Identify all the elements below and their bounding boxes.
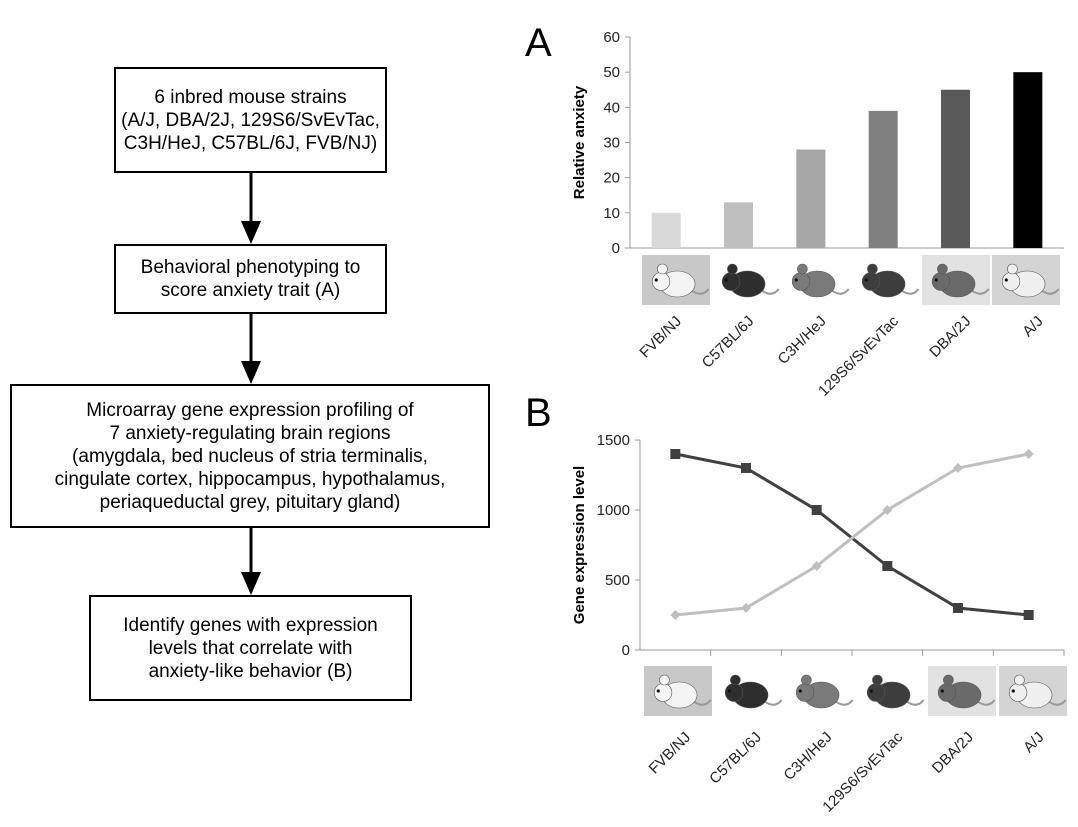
chart-a-bar-c57bl-6j (724, 202, 753, 248)
chart-a-bar-c3h-hej (796, 149, 826, 248)
chart-b-x-tick-label: C3H/HeJ (780, 729, 835, 784)
chart-b-series-1-point (1023, 610, 1034, 620)
panel-label-a: A (525, 21, 552, 65)
chart-b-series-1-point (670, 449, 681, 459)
chart-b-series-1-point (741, 463, 751, 473)
chart-a-y-tick-label: 20 (603, 170, 620, 187)
flow-step-4: Identify genes with expression levels th… (89, 595, 412, 701)
flow-step-2-line-1: Behavioral phenotyping to (140, 257, 361, 278)
chart-b-x-tick-label: C57BL/6J (706, 729, 765, 788)
chart-b-series-2-point (1023, 449, 1034, 459)
chart-a-bar-dba-2j (941, 89, 970, 248)
chart-a-ylabel: Relative anxiety (571, 85, 588, 199)
flow-arrow-1 (241, 173, 261, 244)
mouse-icon (922, 255, 990, 305)
chart-b-x-tick-label: A/J (1020, 729, 1047, 756)
flow-step-3-line-3: (amygdala, bed nucleus of stria terminal… (72, 445, 428, 467)
chart-b-y-tick-label: 500 (605, 572, 630, 589)
mouse-icon (644, 666, 712, 716)
flow-step-4-line-1: Identify genes with expression (123, 614, 378, 636)
chart-a-y-tick-label: 0 (612, 240, 620, 257)
mouse-icon (992, 255, 1060, 305)
flow-arrow-2 (241, 314, 261, 384)
mouse-icon (852, 255, 920, 305)
chart-a-y-tick-label: 50 (603, 64, 620, 81)
mouse-icon (928, 666, 996, 716)
flow-step-4-line-3: anxiety-like behavior (B) (148, 660, 353, 682)
chart-a-x-tick-label: C57BL/6J (699, 313, 758, 372)
mouse-icon (642, 255, 710, 305)
chart-b-series-2-point (953, 463, 963, 473)
mouse-icon (782, 255, 850, 305)
mouse-icon (712, 255, 780, 305)
flow-arrow-3 (241, 528, 261, 595)
flow-step-1-line-3: C3H/HeJ, C57BL/6J, FVB/NJ) (123, 132, 378, 154)
flow-step-1-line-1: 6 inbred mouse strains (154, 86, 347, 108)
mouse-icon (786, 666, 854, 716)
chart-b-series-1-line (675, 452, 1029, 617)
flow-step-3-line-1: Microarray gene expression profiling of (86, 399, 414, 421)
chart-a-x-tick-label: C3H/HeJ (775, 313, 830, 368)
chart-b-ylabel: Gene expression level (571, 466, 588, 624)
chart-b-x-tick-label: FVB/NJ (646, 729, 695, 778)
flow-step-2-line-2: score anxiety trait (A) (160, 280, 341, 301)
chart-b-y-tick-label: 1000 (597, 502, 630, 519)
chart-b-series-2-point (741, 603, 751, 613)
chart-b-series-1-point (953, 603, 963, 613)
chart-b-series-2-point (670, 610, 681, 620)
chart-b-series-2-point (811, 561, 822, 571)
chart-a-y-tick-label: 40 (603, 99, 620, 116)
flow-step-1-line-2: (A/J, DBA/2J, 129S6/SvEvTac, (121, 109, 380, 131)
flow-step-4-line-2: levels that correlate with (148, 637, 353, 659)
flow-step-3-line-4: cingulate cortex, hippocampus, hypothala… (54, 468, 446, 490)
chart-a-bar-129s6-svevtac (868, 110, 898, 248)
flow-step-2: Behavioral phenotyping to score anxiety … (114, 244, 387, 314)
chart-a-x-tick-label: FVB/NJ (636, 313, 685, 362)
chart-b-x-tick-label: 129S6/SvEvTac (819, 728, 906, 815)
chart-a-x-tick-label: DBA/2J (926, 313, 974, 361)
mouse-icon (857, 666, 925, 716)
chart-b-y-tick-label: 0 (622, 642, 630, 659)
chart-b-series-1-point (811, 505, 822, 515)
chart-a-y-tick-label: 60 (603, 29, 620, 46)
panel-label-b: B (525, 391, 552, 435)
chart-b-y-tick-label: 1500 (597, 432, 630, 449)
chart-a-y-tick-label: 30 (603, 135, 620, 152)
flow-step-3: Microarray gene expression profiling of … (10, 384, 490, 528)
flow-step-1: 6 inbred mouse strains (A/J, DBA/2J, 129… (114, 67, 387, 173)
chart-a-x-tick-label: 129S6/SvEvTac (815, 312, 902, 399)
chart-a-bar-a-j (1013, 72, 1043, 249)
mouse-icon (999, 666, 1067, 716)
mouse-icon (715, 666, 783, 716)
chart-a-bar-fvb-nj (651, 212, 681, 248)
flow-step-3-line-2: 7 anxiety-regulating brain regions (109, 422, 391, 444)
chart-b-series-1-point (882, 561, 893, 571)
chart-a-x-tick-label: A/J (1019, 313, 1046, 340)
chart-b-series-2-point (882, 505, 893, 515)
chart-b-series-2-line (675, 452, 1029, 617)
flow-step-3-line-5: periaqueductal grey, pituitary gland) (99, 491, 401, 513)
chart-a-y-tick-label: 10 (603, 205, 620, 222)
chart-b-x-tick-label: DBA/2J (929, 729, 977, 777)
